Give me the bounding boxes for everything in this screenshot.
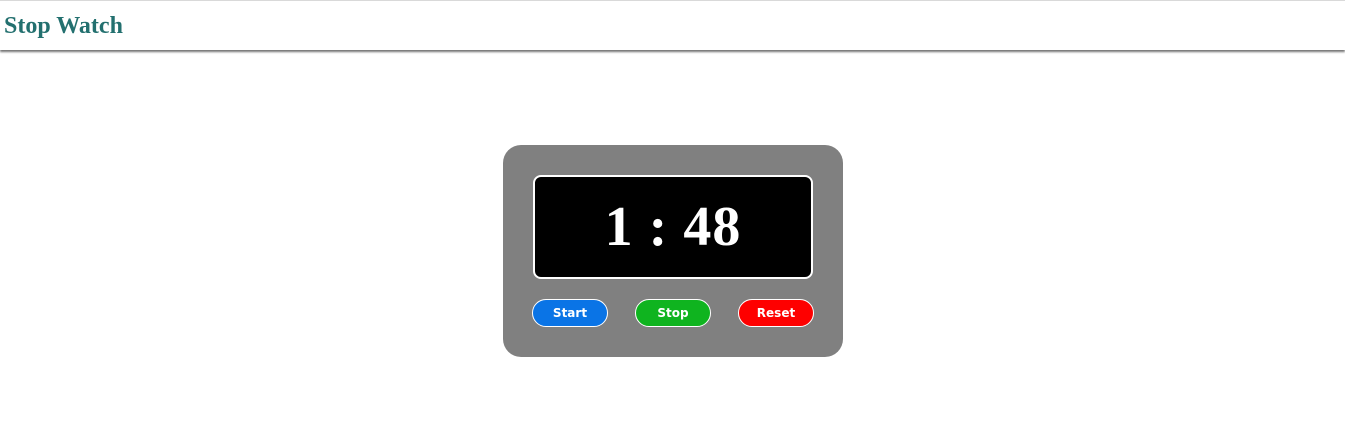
reset-button[interactable]: Reset [738,299,814,327]
start-button[interactable]: Start [532,299,608,327]
stop-button[interactable]: Stop [635,299,711,327]
time-readout: 1 : 48 [604,196,742,258]
time-display: 1 : 48 [533,175,813,279]
stopwatch-panel: 1 : 48 Start Stop Reset [503,145,843,357]
page-header: Stop Watch [0,0,1345,50]
page-title: Stop Watch [4,13,123,39]
